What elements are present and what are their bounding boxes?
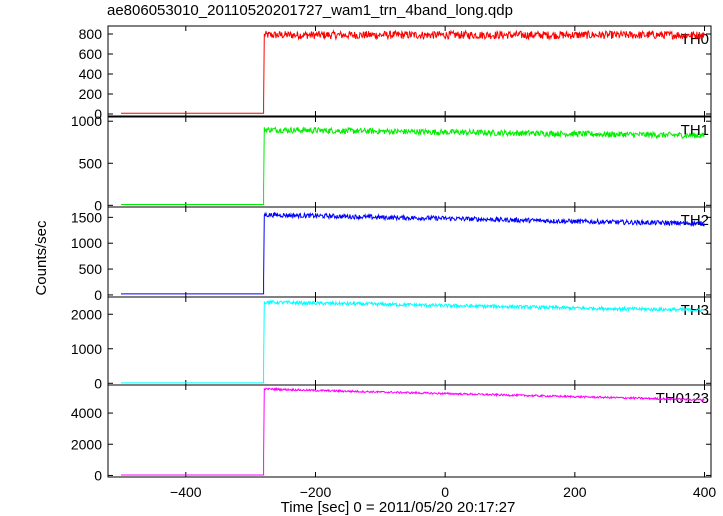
series-line-th0 bbox=[121, 29, 705, 114]
y-tick-label: 2000 bbox=[71, 306, 102, 322]
x-axis-label: Time [sec] 0 = 2011/05/20 20:17:27 bbox=[281, 499, 516, 516]
y-tick-label: 500 bbox=[79, 261, 103, 277]
series-line-th3 bbox=[121, 298, 705, 384]
y-tick-label: 4000 bbox=[71, 405, 102, 421]
panel-frame-th0123 bbox=[107, 384, 712, 478]
y-tick-label: 0 bbox=[94, 467, 102, 483]
series-line-th2 bbox=[121, 211, 705, 295]
x-tick-label: 400 bbox=[693, 484, 717, 500]
y-tick-label: 200 bbox=[79, 86, 103, 102]
series-label-th0123: TH0123 bbox=[656, 390, 709, 407]
y-tick-label: 800 bbox=[79, 26, 103, 42]
y-tick-label: 0 bbox=[94, 197, 102, 213]
x-tick-label: −400 bbox=[170, 484, 202, 500]
x-tick-label: −200 bbox=[300, 484, 332, 500]
x-tick-label: 0 bbox=[441, 484, 449, 500]
x-tick-label: 200 bbox=[563, 484, 587, 500]
chart-title: ae806053010_20110520201727_wam1_trn_4ban… bbox=[107, 2, 513, 19]
panel-frame-th0 bbox=[107, 25, 712, 117]
series-line-th0123 bbox=[121, 386, 705, 476]
y-tick-label: 0 bbox=[94, 106, 102, 122]
y-tick-label: 600 bbox=[79, 46, 103, 62]
y-tick-label: 1500 bbox=[71, 209, 102, 225]
y-tick-label: 1000 bbox=[71, 341, 102, 357]
y-tick-label: 500 bbox=[79, 155, 103, 171]
y-tick-label: 400 bbox=[79, 66, 103, 82]
y-tick-label: 1000 bbox=[71, 113, 102, 129]
y-tick-label: 2000 bbox=[71, 436, 102, 452]
series-line-th1 bbox=[121, 126, 705, 205]
y-tick-label: 0 bbox=[94, 287, 102, 303]
y-tick-label: 0 bbox=[94, 375, 102, 391]
panel-frame-th1 bbox=[107, 116, 712, 208]
y-axis-label: Counts/sec bbox=[33, 220, 50, 296]
y-tick-label: 1000 bbox=[71, 235, 102, 251]
